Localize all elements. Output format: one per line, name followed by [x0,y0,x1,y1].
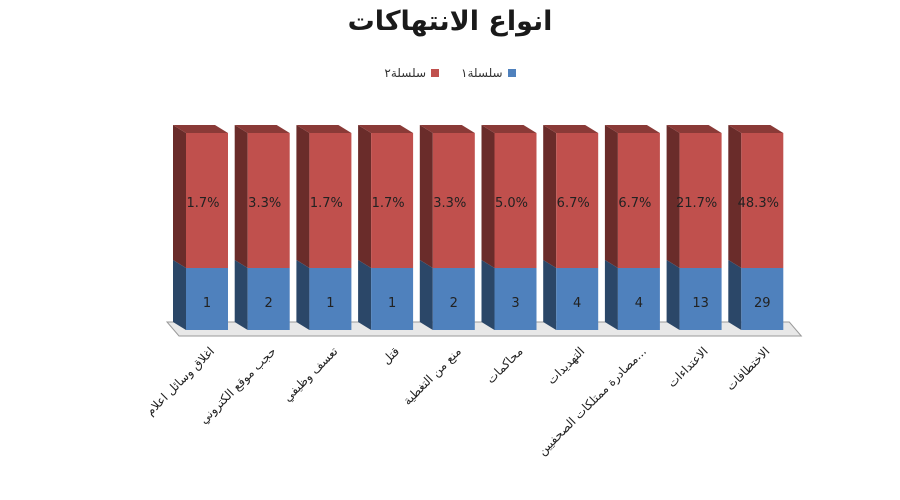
bar-side-series-2 [173,125,186,268]
data-label-series-2: 3.3% [248,196,281,211]
bar-series-1 [186,268,228,330]
data-label-series-1: 4 [573,296,581,311]
data-label-series-1: 2 [265,296,273,311]
x-tick-label: تعسف وظيفي [280,344,341,405]
x-tick-label: مصادرة ممتلكات الصحفيين... [535,344,650,459]
bar-side-series-1 [296,260,310,330]
x-tick-label: الاختطافات [723,344,772,393]
bar-series-2 [371,133,414,268]
bar-side-series-1 [234,260,248,330]
bar-series-2 [679,133,722,268]
bar-series-1 [432,268,475,330]
bar-top-series-2 [666,125,722,133]
x-tick-label: منع من التغطية [400,344,464,408]
data-label-series-2: 6.7% [557,196,590,211]
data-label-series-1: 1 [203,296,211,311]
bar-side-series-2 [543,125,557,268]
bar-side-series-2 [728,125,742,268]
data-label-series-2: 1.7% [310,196,343,211]
data-label-series-1: 13 [692,296,709,311]
bar-top-series-2 [173,125,228,133]
bar-top-series-2 [728,125,784,133]
bar-side-series-2 [604,125,618,268]
legend-label-series-2: سلسلة٢ [384,66,426,80]
data-label-series-2: 1.7% [372,196,405,211]
bar-side-series-2 [234,125,248,268]
bar-side-series-1 [419,260,433,330]
data-label-series-2: 3.3% [433,196,466,211]
bar-top-series-2 [481,125,537,133]
bar-series-2 [186,133,228,268]
bar-side-series-1 [358,260,372,330]
bar-series-1 [494,268,537,330]
data-label-series-1: 1 [326,296,334,311]
bar-side-series-1 [604,260,618,330]
legend: سلسلة١ سلسلة٢ [0,66,900,80]
bar-side-series-1 [481,260,495,330]
bar-side-series-1 [173,260,186,330]
legend-item-series-1: سلسلة١ [461,66,516,80]
data-label-series-1: 1 [388,296,396,311]
x-tick-label: محاكمات [484,344,526,386]
bar-series-1 [371,268,414,330]
chart-title: انواع الانتهاكات [347,6,553,37]
bar-top-series-2 [543,125,599,133]
bar-series-2 [617,133,660,268]
x-tick-label: الاعتداءات [665,344,711,390]
data-label-series-2: 5.0% [495,196,528,211]
bar-top-series-2 [419,125,475,133]
bar-side-series-1 [728,260,742,330]
x-tick-label: التهديدات [544,344,587,387]
x-tick-label: قتل [379,344,402,367]
legend-label-series-1: سلسلة١ [461,66,503,80]
bar-series-2 [432,133,475,268]
legend-item-series-2: سلسلة٢ [384,66,439,80]
bar-top-series-2 [604,125,660,133]
bar-series-1 [679,268,722,330]
bar-side-series-1 [666,260,680,330]
bar-side-series-1 [543,260,557,330]
bar-series-1 [247,268,290,330]
bar-side-series-2 [666,125,680,268]
bar-side-series-2 [481,125,495,268]
bar-series-1 [556,268,599,330]
data-label-series-1: 3 [511,296,519,311]
bar-series-1 [741,268,784,330]
bar-top-series-2 [296,125,352,133]
data-label-series-2: 21.7% [676,196,717,211]
bar-series-1 [309,268,352,330]
bar-series-1 [617,268,660,330]
bar-series-2 [247,133,290,268]
data-label-series-2: 48.3% [738,196,779,211]
legend-swatch-series-1 [507,69,516,77]
bar-series-2 [556,133,599,268]
data-label-series-1: 4 [635,296,643,311]
bar-series-2 [494,133,537,268]
bar-side-series-2 [296,125,310,268]
bar-side-series-2 [419,125,433,268]
data-label-series-2: 1.7% [186,196,219,211]
bar-top-series-2 [358,125,414,133]
data-label-series-2: 6.7% [618,196,651,211]
bar-top-series-2 [234,125,290,133]
data-label-series-1: 2 [450,296,458,311]
bar-series-2 [741,133,784,268]
bar-series-2 [309,133,352,268]
bar-side-series-2 [358,125,372,268]
data-label-series-1: 29 [754,296,771,311]
legend-swatch-series-2 [431,69,439,77]
